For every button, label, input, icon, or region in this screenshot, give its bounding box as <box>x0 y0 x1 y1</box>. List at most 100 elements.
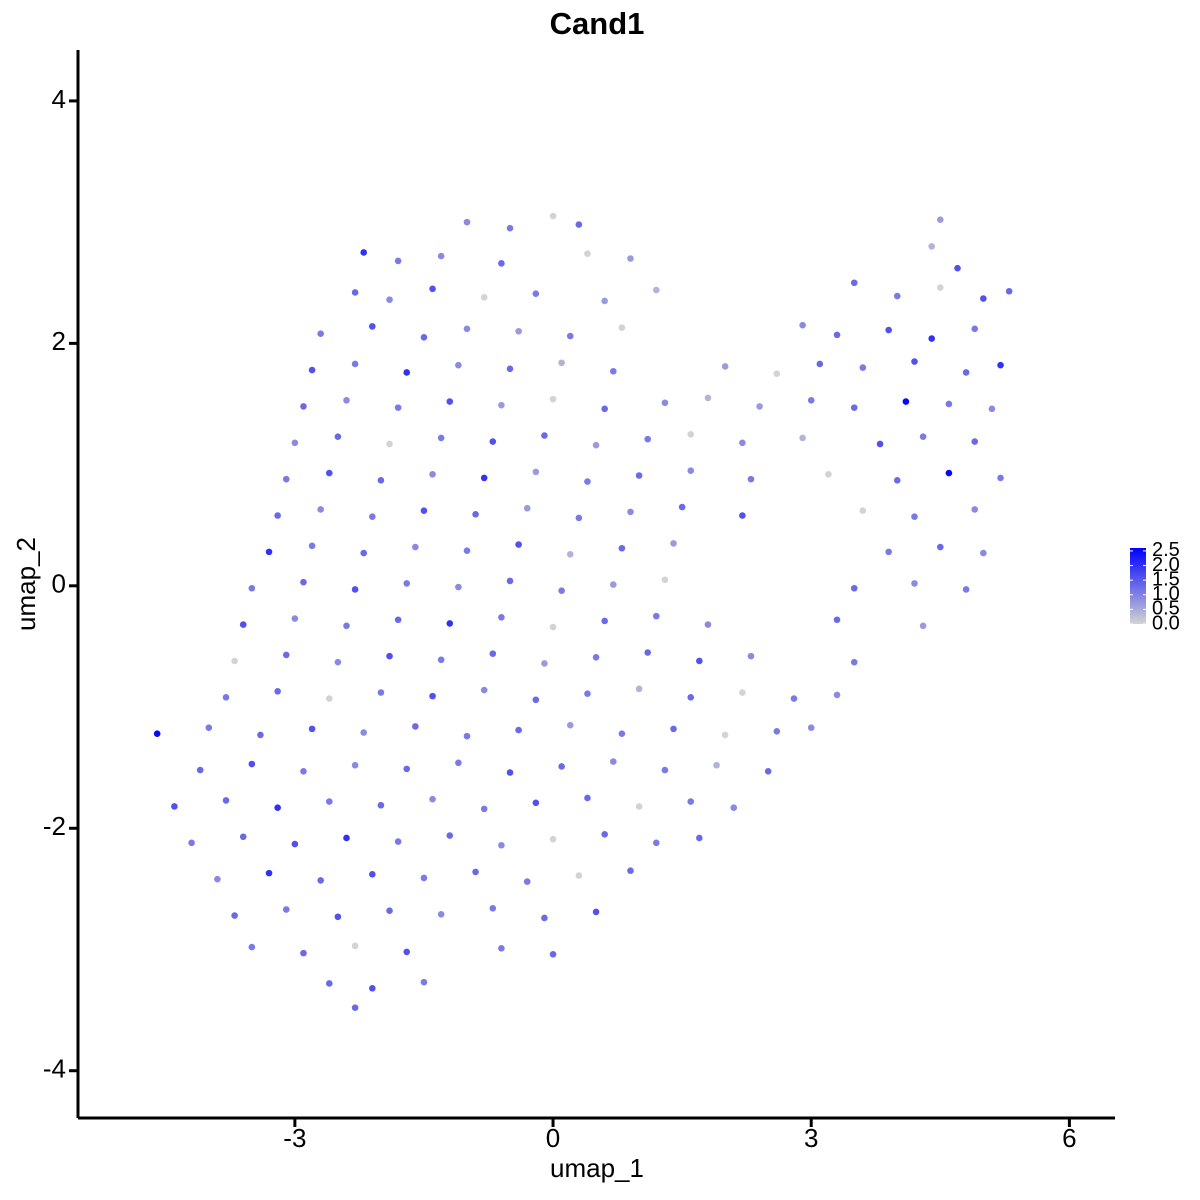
point <box>627 867 634 874</box>
colorbar-tick-label: 2.0 <box>1152 554 1180 576</box>
point <box>325 469 333 477</box>
point <box>945 400 953 408</box>
point <box>498 401 505 409</box>
point <box>980 549 987 557</box>
point <box>601 405 608 413</box>
point <box>412 723 419 730</box>
x-tick-label: 3 <box>804 1123 818 1153</box>
point <box>403 948 411 956</box>
point <box>592 441 600 449</box>
point <box>455 583 462 591</box>
point <box>549 951 557 958</box>
point <box>489 904 497 912</box>
point <box>394 838 402 845</box>
point <box>635 472 643 479</box>
point <box>480 294 488 301</box>
point <box>480 805 488 813</box>
point <box>403 580 411 587</box>
point <box>188 839 195 847</box>
y-tick-label: 4 <box>52 84 66 114</box>
colorbar-tick-label: 2.5 <box>1152 539 1180 561</box>
point <box>515 327 522 335</box>
point <box>506 577 514 585</box>
point <box>653 286 660 294</box>
point <box>343 622 350 630</box>
point <box>687 798 695 805</box>
point <box>687 430 695 438</box>
point <box>420 507 428 514</box>
point <box>489 650 497 658</box>
point <box>403 765 411 773</box>
point <box>661 399 669 407</box>
point <box>523 504 531 512</box>
point <box>325 798 333 805</box>
point <box>687 467 695 474</box>
point <box>549 212 557 220</box>
point <box>850 584 858 592</box>
point <box>325 980 333 987</box>
point <box>549 623 557 631</box>
point <box>893 292 901 300</box>
point <box>661 766 669 774</box>
point <box>394 257 402 265</box>
point <box>386 440 393 448</box>
point <box>171 803 178 810</box>
point <box>506 224 514 232</box>
point <box>928 243 935 250</box>
point <box>661 576 669 584</box>
point <box>911 580 918 587</box>
point <box>498 260 505 267</box>
point <box>558 763 565 770</box>
point <box>756 403 763 410</box>
point <box>489 438 497 445</box>
point <box>704 621 712 628</box>
point <box>437 434 445 442</box>
point <box>351 761 359 769</box>
point <box>222 797 230 804</box>
point <box>196 766 204 774</box>
point <box>773 727 781 735</box>
point <box>523 878 531 885</box>
point <box>739 439 746 447</box>
point <box>265 869 273 877</box>
point <box>446 832 454 839</box>
point <box>997 474 1004 482</box>
point <box>532 799 540 807</box>
point <box>566 721 574 729</box>
point <box>971 325 979 333</box>
point <box>541 432 548 439</box>
point <box>343 834 350 842</box>
point <box>463 325 471 333</box>
point <box>394 404 402 411</box>
point <box>833 331 841 339</box>
y-tick-label: -4 <box>43 1054 66 1084</box>
point <box>928 335 935 342</box>
point <box>472 868 479 876</box>
point <box>575 514 583 522</box>
point <box>696 834 703 842</box>
point <box>463 732 471 740</box>
point <box>893 477 901 484</box>
point <box>429 470 436 478</box>
point <box>369 871 376 878</box>
point <box>799 434 806 442</box>
point <box>153 730 161 738</box>
point <box>747 652 755 660</box>
point <box>498 614 505 621</box>
point <box>377 477 385 484</box>
point <box>351 586 359 593</box>
point <box>644 435 652 443</box>
point <box>351 942 359 950</box>
point <box>566 332 574 340</box>
point <box>334 658 342 666</box>
point <box>429 285 436 293</box>
point <box>274 512 281 519</box>
point <box>833 616 841 624</box>
point <box>498 841 505 849</box>
point <box>515 541 522 548</box>
point <box>773 370 781 377</box>
point <box>222 694 230 701</box>
y-tick-label: 2 <box>52 326 66 356</box>
point <box>549 835 557 843</box>
point <box>420 874 428 882</box>
